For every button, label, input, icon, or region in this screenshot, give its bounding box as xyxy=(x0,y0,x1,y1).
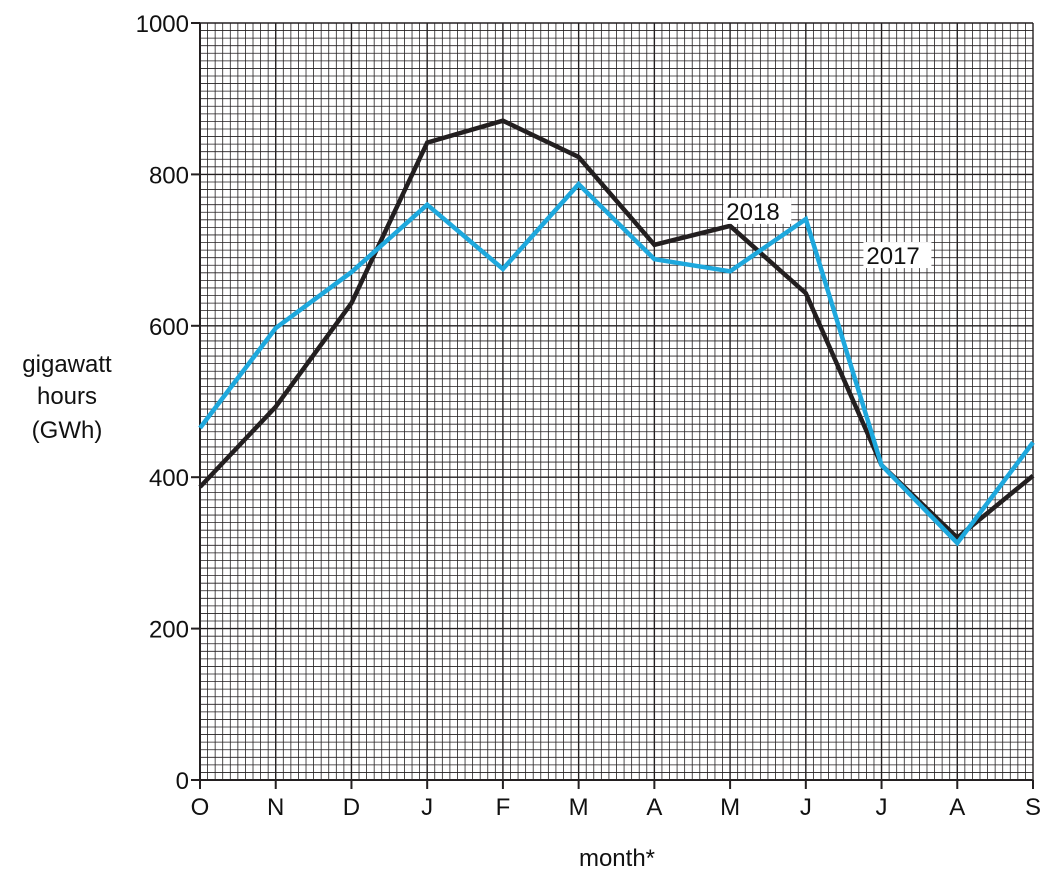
series-label-2018: 2018 xyxy=(726,199,779,226)
x-tick-label: M xyxy=(720,794,740,821)
y-tick-label: 0 xyxy=(176,768,189,795)
series-line-2017 xyxy=(198,180,1035,547)
series-label-bg xyxy=(723,197,792,224)
minor-grid xyxy=(200,23,1033,780)
x-tick-label: J xyxy=(800,794,812,821)
y-axis-title-line-1: gigawatt xyxy=(22,351,112,378)
y-tick-label: 400 xyxy=(149,465,189,492)
series-labels: 2018 2017 xyxy=(723,197,932,270)
y-axis-title-line-3: (GWh) xyxy=(32,417,103,444)
tick-labels: 0 200 400 600 800 1000 O N D J F M A M J J A S xyxy=(136,11,1041,821)
y-tick-label: 600 xyxy=(149,314,189,341)
x-axis-title: month* xyxy=(579,845,655,872)
x-tick-label: S xyxy=(1025,794,1041,821)
major-grid xyxy=(199,22,1034,781)
x-tick-label: J xyxy=(421,794,433,821)
series-label-2017: 2017 xyxy=(866,243,919,270)
y-tick-label: 800 xyxy=(149,162,189,189)
series-label-bg xyxy=(863,242,932,269)
y-axis-title-line-2: hours xyxy=(37,383,97,410)
x-tick-label: O xyxy=(191,794,210,821)
series-lines xyxy=(198,118,1035,547)
x-tick-label: F xyxy=(496,794,511,821)
x-tick-label: D xyxy=(343,794,360,821)
x-tick-label: A xyxy=(646,794,662,821)
y-tick-label: 1000 xyxy=(136,11,189,38)
y-tick-label: 200 xyxy=(149,617,189,644)
axes xyxy=(199,23,1033,781)
x-tick-label: A xyxy=(949,794,965,821)
x-tick-label: J xyxy=(876,794,888,821)
x-tick-label: N xyxy=(267,794,284,821)
x-tick-label: M xyxy=(569,794,589,821)
